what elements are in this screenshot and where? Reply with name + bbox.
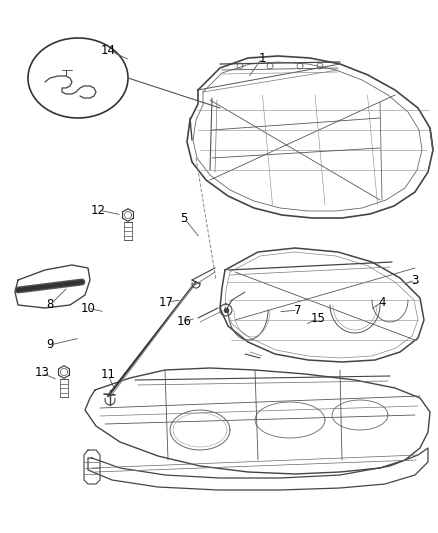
Text: 1: 1 — [258, 52, 265, 64]
Text: 13: 13 — [35, 367, 49, 379]
Text: 14: 14 — [100, 44, 115, 56]
Text: 4: 4 — [378, 295, 385, 309]
Text: 15: 15 — [310, 311, 325, 325]
Text: 9: 9 — [46, 338, 53, 351]
Text: 17: 17 — [158, 295, 173, 309]
Text: 3: 3 — [410, 273, 418, 287]
Text: 7: 7 — [293, 303, 301, 317]
Text: 12: 12 — [90, 204, 105, 216]
Text: 11: 11 — [100, 368, 115, 382]
Text: 8: 8 — [46, 298, 53, 311]
Text: 5: 5 — [180, 212, 187, 224]
Text: 10: 10 — [81, 302, 95, 314]
Text: 16: 16 — [176, 316, 191, 328]
